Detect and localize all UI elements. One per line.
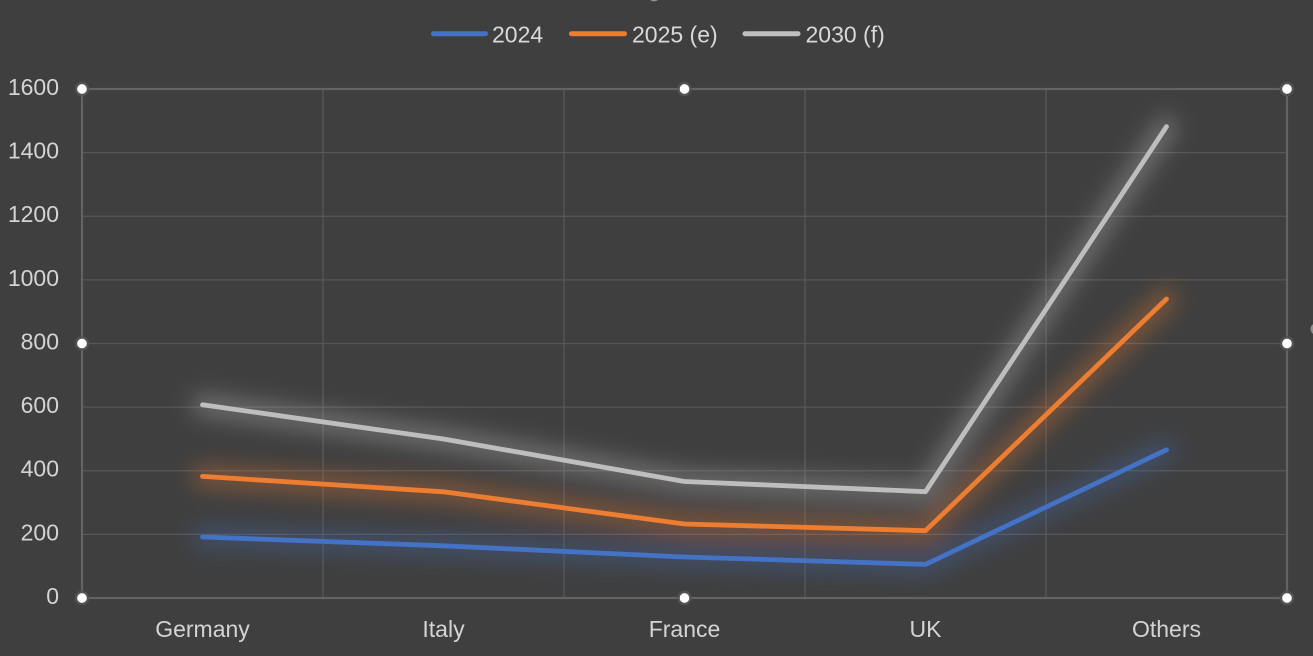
svg-text:1400: 1400	[8, 138, 59, 164]
svg-text:Italy: Italy	[422, 616, 465, 642]
svg-text:2025 (e): 2025 (e)	[632, 21, 718, 47]
svg-text:800: 800	[21, 329, 59, 355]
svg-text:400: 400	[21, 456, 59, 482]
svg-text:1200: 1200	[8, 201, 59, 227]
svg-text:600: 600	[21, 392, 59, 418]
svg-text:Germany: Germany	[155, 616, 250, 642]
svg-text:UK: UK	[910, 616, 943, 642]
svg-text:200: 200	[21, 519, 59, 545]
svg-text:1000: 1000	[8, 265, 59, 291]
svg-text:Others: Others	[1132, 616, 1201, 642]
svg-text:2024: 2024	[492, 21, 543, 47]
svg-text:2030 (f): 2030 (f)	[806, 21, 885, 47]
svg-text:France: France	[649, 616, 721, 642]
svg-text:0: 0	[46, 583, 59, 609]
svg-text:1600: 1600	[8, 74, 59, 100]
